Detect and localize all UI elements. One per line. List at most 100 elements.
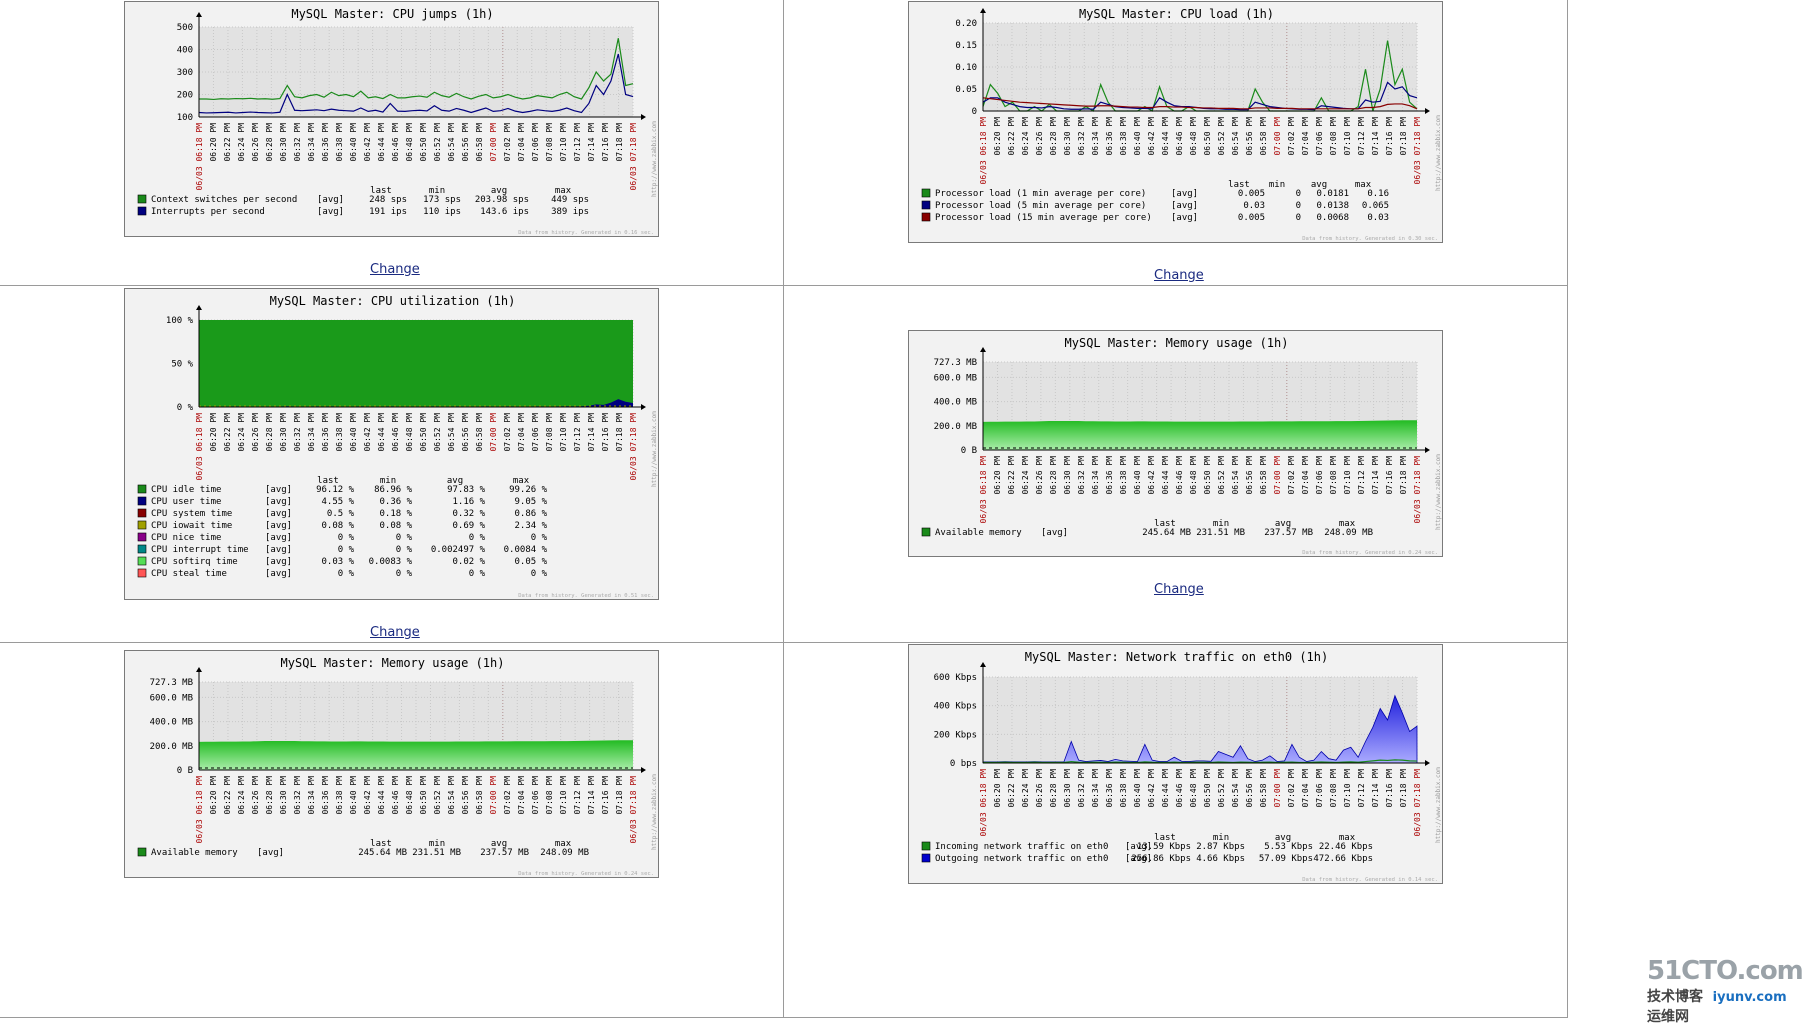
x-tick-label: 06:42 PM — [1147, 456, 1156, 495]
x-tick-label: 06:24 PM — [237, 123, 246, 162]
x-tick-label: 06:58 PM — [475, 123, 484, 162]
legend-stat-value: 248 sps — [369, 195, 407, 205]
x-end-label: 06/03 07:18 PM — [629, 776, 638, 844]
legend-stat-value: 389 ips — [551, 207, 589, 217]
x-tick-label: 07:00 PM — [1273, 456, 1282, 495]
x-tick-label: 07:00 PM — [489, 123, 498, 162]
legend-header: last — [1154, 833, 1176, 843]
series-line — [199, 38, 634, 101]
x-tick-label: 06:50 PM — [1203, 456, 1212, 495]
legend-header: avg — [1275, 833, 1291, 843]
x-tick-label: 06:48 PM — [405, 123, 414, 162]
y-tick-label: 100 — [177, 113, 193, 123]
y-tick-label: 0.05 — [955, 85, 977, 95]
x-tick-label: 07:00 PM — [1273, 769, 1282, 808]
legend-header: min — [429, 186, 445, 196]
legend-swatch — [921, 841, 931, 851]
x-tick-label: 07:12 PM — [573, 123, 582, 162]
x-tick-label: 06:28 PM — [1049, 769, 1058, 808]
graph-network-traffic[interactable]: MySQL Master: Network traffic on eth0 (1… — [908, 644, 1443, 884]
graph-footer: Data from history. Generated in 0.24 sec… — [1302, 550, 1438, 556]
legend-header: min — [429, 839, 445, 849]
graph-cpu-load[interactable]: MySQL Master: CPU load (1h) 0 0.05 0.10 0.15… — [908, 1, 1443, 243]
x-tick-label: 07:16 PM — [601, 123, 610, 162]
legend-stat-value: 0.08 % — [321, 521, 354, 531]
x-tick-label: 06:52 PM — [433, 776, 442, 815]
cell-1 — [0, 0, 784, 286]
legend-stat-value: 0.16 — [1367, 189, 1389, 199]
graph-cpu-utilization[interactable]: MySQL Master: CPU utilization (1h) 0 % 50 … — [124, 288, 659, 600]
legend-stat-value: 231.51 MB — [412, 848, 461, 858]
graph-canvas: MySQL Master: CPU utilization (1h) 0 % 50 … — [137, 294, 658, 599]
zabbix-url-text: http://www.zabbix.com — [1435, 767, 1442, 843]
x-tick-label: 06:54 PM — [447, 413, 456, 452]
legend-stat-value: 0 % — [531, 533, 548, 543]
legend-header: last — [1154, 519, 1176, 529]
x-tick-label: 06:24 PM — [1021, 769, 1030, 808]
legend-stat-value: 0 % — [531, 569, 548, 579]
legend-stat-value: 0 % — [469, 533, 486, 543]
legend-header: max — [1355, 180, 1372, 190]
legend-stat-value: 245.64 MB — [1142, 528, 1191, 538]
legend-func: [avg] — [317, 195, 344, 205]
x-tick-label: 06:20 PM — [993, 456, 1002, 495]
legend-stat-value: 2.87 Kbps — [1196, 842, 1245, 852]
x-tick-label: 07:16 PM — [601, 776, 610, 815]
legend-stat-value: 99.26 % — [509, 485, 548, 495]
graph-memory-usage[interactable]: MySQL Master: Memory usage (1h) 0 B 200.0 … — [908, 330, 1443, 557]
change-link-cpu-load[interactable]: Change — [1154, 268, 1204, 283]
x-tick-label: 07:08 PM — [545, 123, 554, 162]
y-tick-label: 0.20 — [955, 19, 977, 29]
x-tick-label: 06:26 PM — [251, 413, 260, 452]
legend-swatch — [137, 206, 147, 216]
legend-stat-value: 9.05 % — [514, 497, 547, 507]
legend-stat-value: 0.03 % — [321, 557, 354, 567]
x-tick-label: 06:28 PM — [265, 776, 274, 815]
x-tick-label: 07:02 PM — [503, 776, 512, 815]
legend-series-name: Incoming network traffic on eth0 — [935, 842, 1108, 852]
legend-header: avg — [447, 476, 463, 486]
legend-swatch — [137, 847, 147, 857]
x-tick-label: 07:18 PM — [1399, 456, 1408, 495]
x-tick-label: 07:14 PM — [587, 123, 596, 162]
y-tick-label: 0 B — [961, 446, 977, 456]
graph-cpu-jumps[interactable]: MySQL Master: CPU jumps (1h) 100 200 300 400… — [124, 1, 659, 237]
change-link-memory-usage[interactable]: Change — [1154, 582, 1204, 597]
legend-swatch — [137, 532, 147, 542]
legend-stat-value: 5.53 Kbps — [1264, 842, 1313, 852]
x-tick-label: 06:22 PM — [1007, 456, 1016, 495]
x-tick-label: 06:56 PM — [1245, 769, 1254, 808]
legend-header: min — [1213, 833, 1229, 843]
x-tick-label: 07:06 PM — [1315, 456, 1324, 495]
x-tick-label: 06:56 PM — [1245, 456, 1254, 495]
cell-3 — [0, 286, 784, 643]
x-tick-label: 07:12 PM — [1357, 769, 1366, 808]
legend-stat-value: 143.6 ips — [480, 207, 529, 217]
legend-stat-value: 2.34 % — [514, 521, 547, 531]
change-link-cpu-jumps[interactable]: Change — [370, 262, 420, 277]
graph-canvas: MySQL Master: CPU jumps (1h) 100 200 300 400… — [137, 7, 658, 236]
y-axis-arrow — [980, 347, 986, 352]
x-tick-label: 06:24 PM — [1021, 117, 1030, 156]
graph-memory-usage-2[interactable]: MySQL Master: Memory usage (1h) 0 B 200.0 … — [124, 650, 659, 878]
x-tick-label: 06:26 PM — [1035, 769, 1044, 808]
y-tick-label: 400 — [177, 46, 193, 56]
x-tick-label: 06:46 PM — [1175, 117, 1184, 156]
x-tick-label: 06:42 PM — [363, 413, 372, 452]
change-link-cpu-utilization[interactable]: Change — [370, 625, 420, 640]
y-tick-label: 50 % — [171, 360, 193, 370]
legend-stat-value: 110 ips — [423, 207, 461, 217]
x-tick-label: 06:56 PM — [461, 413, 470, 452]
x-tick-label: 06:48 PM — [1189, 769, 1198, 808]
x-tick-label: 06:36 PM — [321, 776, 330, 815]
y-tick-label: 0 — [972, 107, 977, 117]
x-end-label: 06/03 07:18 PM — [629, 123, 638, 191]
legend-header: avg — [1311, 180, 1327, 190]
graph-title: MySQL Master: Memory usage (1h) — [1065, 336, 1289, 350]
legend-header: last — [370, 186, 392, 196]
legend-swatch — [137, 194, 147, 204]
x-start-label: 06/03 06:18 PM — [195, 413, 204, 481]
legend-func: [avg] — [265, 485, 292, 495]
x-tick-label: 07:06 PM — [531, 123, 540, 162]
x-tick-label: 06:38 PM — [1119, 117, 1128, 156]
